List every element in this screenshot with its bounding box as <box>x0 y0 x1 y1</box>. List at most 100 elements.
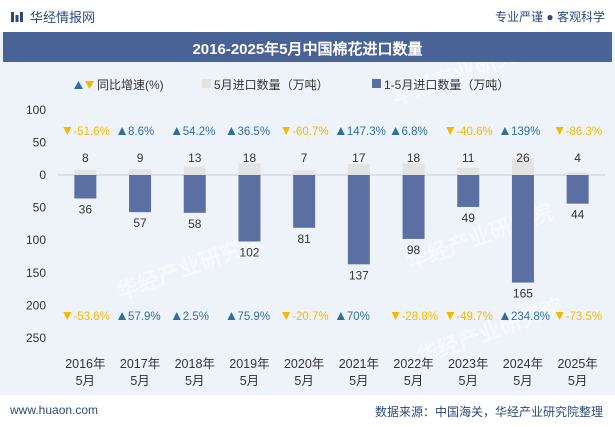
y-tick-label: 200 <box>26 298 46 312</box>
growth-up-arrow-icon <box>118 312 127 320</box>
x-tick-label-line: 2020年 <box>284 357 324 371</box>
cumulative-value-label: 36 <box>79 202 93 216</box>
x-tick-label: 2016年 5月 <box>65 357 105 388</box>
x-tick-label-line: 5月 <box>459 374 478 388</box>
brand-logo-icon <box>11 11 23 22</box>
growth-rate-label: 139% <box>511 126 540 138</box>
y-tick-label: 100 <box>26 233 46 247</box>
x-tick-label-line: 5月 <box>240 374 259 388</box>
y-tick-label: 50 <box>33 201 47 215</box>
cumulative-bar <box>566 175 589 204</box>
y-tick-label: 250 <box>26 331 46 345</box>
growth-rate-label: 57.9% <box>128 311 161 323</box>
y-tick-label: 100 <box>26 103 46 117</box>
growth-up-arrow-icon <box>118 127 127 135</box>
growth-rate-label: -51.6% <box>73 126 109 138</box>
monthly-bar <box>238 163 261 175</box>
monthly-bar <box>457 167 480 175</box>
x-tick-label-line: 5月 <box>568 374 587 388</box>
growth-down-arrow-icon <box>446 127 455 135</box>
growth-rate-label: 70% <box>347 311 370 323</box>
growth-rate-label: -28.8% <box>402 311 438 323</box>
watermark-text: 华经产业研究院 <box>413 294 566 370</box>
x-tick-label-line: 5月 <box>294 374 313 388</box>
x-tick-label-line: 5月 <box>349 374 368 388</box>
cumulative-value-label: 49 <box>462 211 476 225</box>
monthly-value-label: 8 <box>82 151 89 165</box>
legend-down-arrow-icon <box>85 81 94 89</box>
monthly-value-label: 11 <box>462 151 475 165</box>
x-tick-label-line: 2022年 <box>393 357 433 371</box>
growth-rate-label: -53.6% <box>73 311 109 323</box>
growth-up-arrow-icon <box>336 127 345 135</box>
cumulative-bar <box>238 175 261 242</box>
monthly-value-label: 9 <box>137 151 144 165</box>
cumulative-value-label: 102 <box>239 246 259 260</box>
legend-cumulative-label: 1-5月进口数量（万吨） <box>384 77 509 92</box>
cumulative-value-label: 58 <box>188 217 202 231</box>
legend-cumulative-swatch <box>372 79 381 88</box>
x-tick-label: 2019年 5月 <box>229 357 269 388</box>
x-tick-label: 2017年 5月 <box>120 357 160 388</box>
legend-growth-label: 同比增速(%) <box>97 78 164 92</box>
x-tick-label-line: 2018年 <box>175 357 215 371</box>
cumulative-bar <box>347 175 370 265</box>
x-tick-label: 2020年 5月 <box>284 357 324 388</box>
y-tick-label: 0 <box>39 168 46 182</box>
footer-site: www.huaon.com <box>10 403 99 417</box>
growth-up-arrow-icon <box>227 127 236 135</box>
growth-rate-label: 8.6% <box>128 126 154 138</box>
data-source: 数据来源：中国海关，华经产业研究院整理 <box>374 405 603 419</box>
x-tick-label-line: 2019年 <box>229 357 269 371</box>
monthly-bar <box>74 169 97 175</box>
x-tick-label-line: 5月 <box>513 374 532 388</box>
growth-rate-label: 234.8% <box>511 311 550 323</box>
x-tick-label: 2025年 5月 <box>557 357 597 388</box>
monthly-value-label: 4 <box>574 151 581 165</box>
legend-monthly-swatch <box>202 79 211 88</box>
growth-rate-label: -86.3% <box>566 126 602 138</box>
growth-rate-label: 2.5% <box>183 311 209 323</box>
cumulative-value-label: 165 <box>513 287 533 301</box>
x-tick-label-line: 2021年 <box>339 357 379 371</box>
legend-monthly-label: 5月进口数量（万吨） <box>214 77 329 92</box>
cumulative-bar <box>74 175 97 199</box>
growth-down-arrow-icon <box>63 127 72 135</box>
cumulative-bar <box>183 175 206 213</box>
footer: www.huaon.com 数据来源：中国海关，华经产业研究院整理 <box>0 395 615 427</box>
x-tick-label-line: 2017年 <box>120 357 160 371</box>
growth-up-arrow-icon <box>336 312 345 320</box>
cumulative-bar <box>511 175 534 283</box>
growth-rate-label: 6.8% <box>402 126 428 138</box>
growth-up-arrow-icon <box>391 127 400 135</box>
growth-rate-label: -49.7% <box>456 311 492 323</box>
monthly-value-label: 26 <box>516 151 530 165</box>
legend-up-arrow-icon <box>74 81 83 89</box>
x-tick-label: 2021年 5月 <box>339 357 379 388</box>
growth-rate-label: 75.9% <box>237 311 270 323</box>
top-bar: 华经情报网 专业严谨 ● 客观科学 <box>0 0 615 32</box>
x-tick-label-line: 2025年 <box>557 357 597 371</box>
brand: 华经情报网 <box>10 7 95 26</box>
cumulative-bar <box>402 175 425 239</box>
monthly-bar <box>566 172 589 175</box>
title-bar: 2016-2025年5月中国棉花进口数量 <box>3 32 612 62</box>
x-tick-label-line: 5月 <box>76 374 95 388</box>
monthly-bar <box>402 163 425 175</box>
growth-rate-label: -40.6% <box>456 126 492 138</box>
growth-down-arrow-icon <box>555 312 564 320</box>
y-tick-label: 150 <box>26 266 46 280</box>
x-tick-label: 2018年 5月 <box>175 357 215 388</box>
monthly-bar <box>183 166 206 175</box>
cumulative-bar <box>293 175 316 228</box>
growth-down-arrow-icon <box>282 312 291 320</box>
growth-up-arrow-icon <box>500 312 509 320</box>
cumulative-bar <box>457 175 480 207</box>
monthly-bar <box>347 163 370 175</box>
tagline: 专业严谨 ● 客观科学 <box>495 10 605 24</box>
growth-up-arrow-icon <box>500 127 509 135</box>
cumulative-bar <box>129 175 152 213</box>
cumulative-value-label: 98 <box>407 243 421 257</box>
monthly-value-label: 7 <box>301 151 308 165</box>
